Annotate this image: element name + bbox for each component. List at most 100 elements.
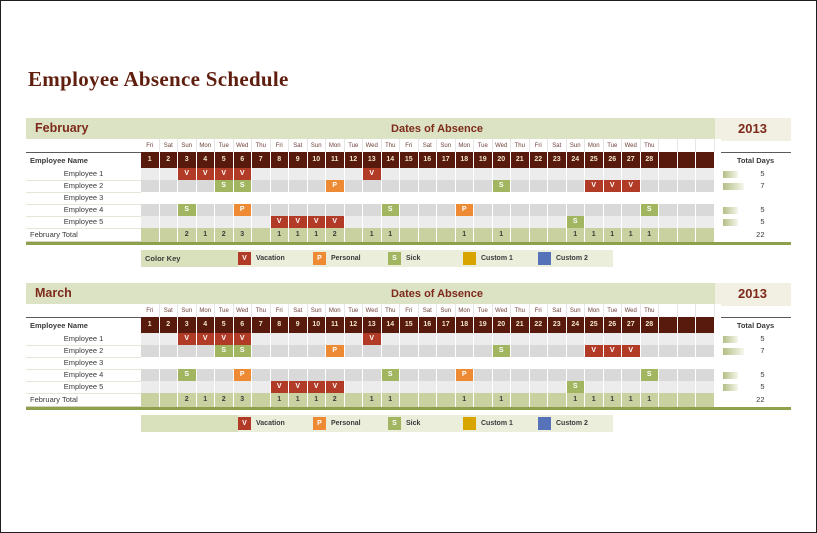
day-number-cell <box>696 152 715 169</box>
daily-total-cell: 3 <box>233 228 252 242</box>
legend-label: Custom 1 <box>481 420 513 427</box>
total-days-cell <box>720 192 791 205</box>
day-number-cell: 15 <box>400 152 419 169</box>
grand-total-cell: 22 <box>720 393 791 407</box>
legend-label: Vacation <box>256 255 285 262</box>
daily-total-cell: 1 <box>455 393 474 407</box>
day-name-cell: Mon <box>585 139 604 152</box>
month-total-row: February Total 2 1 2 3 1 1 1 2 1 1 1 1 1 1 1 1 1 22 <box>26 228 791 242</box>
day-name-cell: Sun <box>437 304 456 317</box>
day-name-cell: Thu <box>252 304 271 317</box>
daily-total-cell: 1 <box>289 393 308 407</box>
legend-item: Custom 2 <box>538 415 613 432</box>
daily-total-cell: 1 <box>307 393 326 407</box>
day-name-cell: Sun <box>178 304 197 317</box>
grid-gap <box>714 204 721 217</box>
legend-label: Custom 2 <box>556 420 588 427</box>
day-number-cell <box>677 317 696 334</box>
grid-gap <box>714 357 721 370</box>
day-number-cell: 20 <box>492 317 511 334</box>
year-label: 2013 <box>714 118 791 141</box>
employee-name-label: Employee 2 <box>26 180 141 193</box>
day-name-cell: Sat <box>289 139 308 152</box>
grid-gap <box>714 139 721 152</box>
daily-total-cell <box>252 393 271 407</box>
grid-gap <box>714 180 721 193</box>
section-underline <box>26 406 791 410</box>
day-name-cell: Fri <box>271 304 289 317</box>
day-number-cell: 6 <box>233 317 252 334</box>
day-number-cell: 22 <box>529 317 548 334</box>
daily-total-cell <box>344 393 363 407</box>
daily-total-cell: 1 <box>381 393 400 407</box>
day-number-cell: 27 <box>622 152 641 169</box>
daily-total-cell <box>696 228 715 242</box>
day-name-cell: Tue <box>474 304 493 317</box>
total-days-header: Total Days <box>720 317 791 334</box>
month-label: March <box>35 286 72 300</box>
day-number-cell: 17 <box>437 317 456 334</box>
grid-gap <box>714 381 721 394</box>
daily-total-cell <box>529 228 548 242</box>
day-name-cell: Thu <box>511 139 530 152</box>
employee-name-label: Employee 4 <box>26 369 141 382</box>
day-numbers-row: Employee Name 1 2 3 4 5 6 7 8 9 10 11 12 13 14 15 16 17 18… <box>26 152 791 169</box>
daily-total-cell: 1 <box>363 393 382 407</box>
day-number-cell: 13 <box>363 152 382 169</box>
daily-total-cell: 1 <box>307 228 326 242</box>
grand-total-cell: 22 <box>720 228 791 242</box>
day-name-cell: Tue <box>604 304 622 317</box>
employee-row: Employee 3 <box>26 192 791 205</box>
day-number-cell: 23 <box>548 317 567 334</box>
grid-gap <box>714 333 721 346</box>
day-name-cell: Mon <box>197 139 215 152</box>
day-name-cell <box>696 304 715 317</box>
daily-total-cell <box>548 228 567 242</box>
day-name-cell: Sun <box>437 139 456 152</box>
legend-label: Personal <box>331 420 361 427</box>
daily-total-cell: 2 <box>326 228 345 242</box>
day-name-cell: Sun <box>567 139 585 152</box>
daily-total-cell: 1 <box>622 393 641 407</box>
day-number-cell: 5 <box>215 317 234 334</box>
day-number-cell: 10 <box>307 317 326 334</box>
month-label: February <box>35 121 89 135</box>
daily-total-cell: 2 <box>215 393 234 407</box>
day-name-cell: Sat <box>419 139 437 152</box>
legend-item: S Sick <box>388 415 463 432</box>
day-number-cell: 8 <box>270 152 289 169</box>
day-number-cell: 4 <box>196 317 215 334</box>
employee-name-label: Employee 3 <box>26 357 141 370</box>
total-days-value: 7 <box>760 181 765 190</box>
day-number-cell: 2 <box>159 152 178 169</box>
employee-name-header: Employee Name <box>26 152 141 169</box>
day-number-cell: 16 <box>418 317 437 334</box>
day-number-cell: 9 <box>289 152 308 169</box>
legend-swatch-personal: P <box>313 252 326 265</box>
daily-total-cell <box>511 393 530 407</box>
daily-total-cell <box>400 393 419 407</box>
total-days-cell: 5 <box>720 381 791 394</box>
daily-total-cell: 1 <box>455 228 474 242</box>
total-days-data-bar <box>722 347 744 355</box>
day-number-cell: 26 <box>603 152 622 169</box>
day-number-cell <box>696 317 715 334</box>
day-name-cell: Wed <box>493 304 511 317</box>
day-number-cell: 2 <box>159 317 178 334</box>
day-names-row: Fri Sat Sun Mon Tue Wed Thu Fri Sat Sun Mon Tue Wed T… <box>26 139 791 152</box>
legend-swatch-sick: S <box>388 417 401 430</box>
day-number-cell <box>659 152 678 169</box>
employee-name-label: Employee 4 <box>26 204 141 217</box>
daily-total-cell <box>511 228 530 242</box>
day-name-cell: Fri <box>141 139 160 152</box>
day-number-cell: 25 <box>585 152 604 169</box>
day-name-cell: Tue <box>215 139 234 152</box>
legend-label: Sick <box>406 255 421 262</box>
day-name-cell: Mon <box>326 139 345 152</box>
daily-total-cell <box>252 228 271 242</box>
